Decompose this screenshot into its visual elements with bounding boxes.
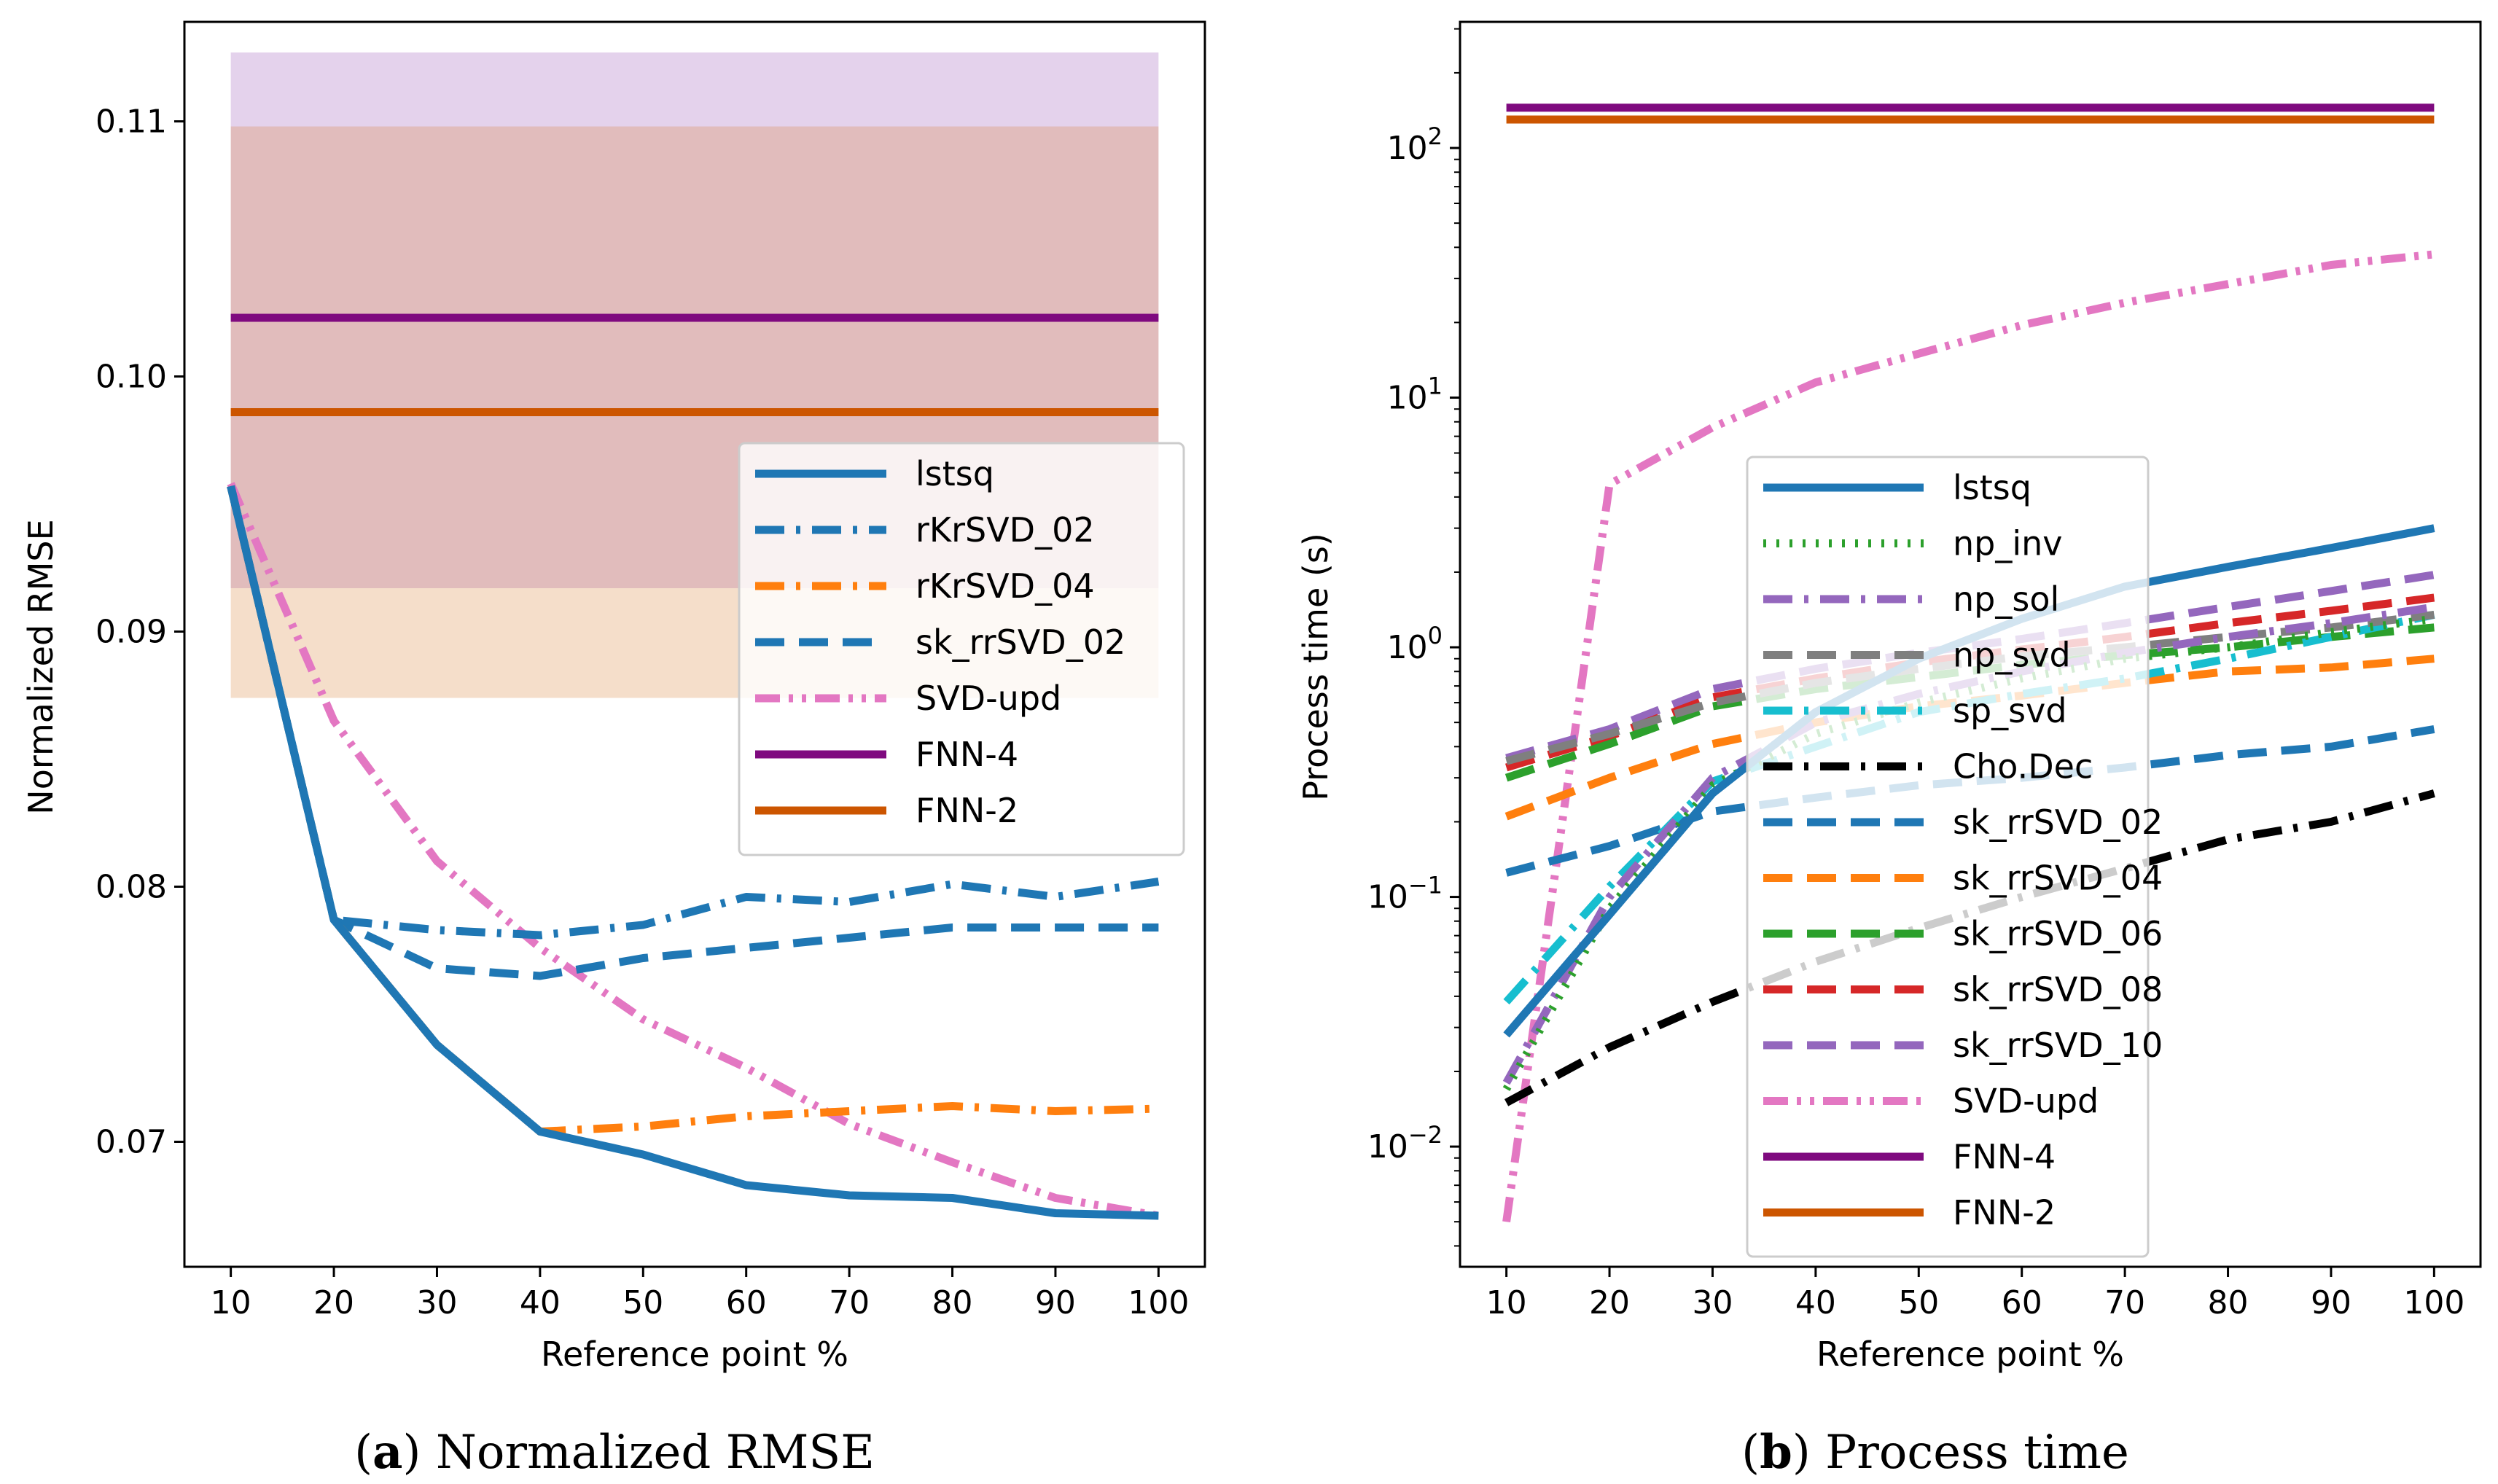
- legend-label: rKrSVD_04: [916, 566, 1095, 606]
- series-line-svd-upd: [227, 482, 1160, 1220]
- process-time-panel: Process time (s) Reference point % (b) P…: [1296, 20, 2482, 1480]
- legend-label: lstsq: [916, 454, 994, 493]
- legend-label: SVD-upd: [916, 679, 1061, 718]
- rmse-x-axis-label: Reference point %: [541, 1335, 848, 1374]
- legend-label: Cho.Dec: [1953, 747, 2093, 786]
- x-tick-label: 20: [313, 1284, 354, 1321]
- x-tick-label: 80: [2208, 1284, 2249, 1321]
- x-tick-label: 80: [932, 1284, 973, 1321]
- plot-frame: [1459, 20, 2482, 1268]
- legend-label: sk_rrSVD_06: [1953, 914, 2163, 953]
- legend-label: sp_svd: [1953, 691, 2067, 730]
- legend-box: [1746, 456, 2150, 1258]
- legend-label: FNN-4: [1953, 1137, 2056, 1176]
- x-tick-label: 90: [2311, 1284, 2351, 1321]
- x-tick-label: 10: [1486, 1284, 1527, 1321]
- y-tick-label: 0.11: [95, 104, 167, 141]
- series-line-cho-dec: [1504, 789, 2435, 1106]
- x-tick-label: 20: [1589, 1284, 1630, 1321]
- x-tick-label: 70: [2104, 1284, 2145, 1321]
- legend-label: sk_rrSVD_02: [916, 622, 1125, 662]
- series-line-sk-rrsvd-06: [1504, 623, 2435, 782]
- legend-label: np_svd: [1953, 636, 2071, 675]
- time-y-axis-label: Process time (s): [1296, 533, 1335, 801]
- x-tick-label: 40: [520, 1284, 561, 1321]
- series-line-sk-rrsvd-08: [1505, 593, 2435, 772]
- legend-label: SVD-upd: [1953, 1082, 2099, 1121]
- series-line-sk-rrsvd-02: [227, 485, 1159, 980]
- x-tick-label: 10: [211, 1284, 251, 1321]
- y-tick-label: 0.08: [95, 869, 167, 906]
- time-caption: (b) Process time: [1741, 1425, 2129, 1480]
- series-line-sk-rrsvd-04: [1504, 655, 2435, 821]
- y-tick-label: 0.09: [95, 614, 167, 651]
- x-tick-label: 30: [416, 1284, 457, 1321]
- legend-label: sk_rrSVD_04: [1953, 859, 2163, 898]
- rmse-y-axis-label: Normalized RMSE: [21, 519, 61, 814]
- y-tick-label: 0.10: [95, 359, 167, 396]
- legend-label: lstsq: [1953, 468, 2031, 507]
- x-tick-label: 50: [622, 1284, 663, 1321]
- y-tick-label: 101: [1387, 372, 1443, 417]
- y-tick-label: 0.07: [95, 1124, 167, 1161]
- x-tick-label: 100: [1128, 1284, 1189, 1321]
- y-tick-label: 10−2: [1367, 1121, 1443, 1165]
- y-tick-label: 102: [1387, 122, 1443, 167]
- time-x-axis-label: Reference point %: [1816, 1335, 2124, 1374]
- legend-label: FNN-4: [916, 735, 1018, 774]
- legend-label: FNN-2: [916, 791, 1018, 830]
- series-line-sk-rrsvd-10: [1505, 571, 2435, 762]
- x-tick-label: 100: [2403, 1284, 2464, 1321]
- legend-label: np_sol: [1953, 579, 2059, 619]
- rmse-caption: (a) Normalized RMSE: [354, 1425, 875, 1480]
- legend-label: sk_rrSVD_10: [1953, 1026, 2163, 1065]
- plot-frame: [183, 20, 1206, 1268]
- x-tick-label: 60: [2002, 1284, 2042, 1321]
- legend-label: rKrSVD_02: [916, 510, 1095, 550]
- x-tick-label: 40: [1795, 1284, 1836, 1321]
- series-line-lstsq: [227, 485, 1159, 1220]
- x-tick-label: 50: [1898, 1284, 1939, 1321]
- legend-label: np_inv: [1953, 524, 2063, 563]
- x-tick-label: 30: [1692, 1284, 1733, 1321]
- series-line-svd-upd: [1502, 250, 2435, 1222]
- y-tick-label: 10−1: [1367, 872, 1443, 916]
- x-tick-label: 90: [1035, 1284, 1076, 1321]
- y-tick-label: 100: [1387, 622, 1443, 666]
- legend-label: FNN-2: [1953, 1193, 2056, 1233]
- legend-label: sk_rrSVD_02: [1953, 802, 2163, 842]
- legend-label: sk_rrSVD_08: [1953, 970, 2163, 1009]
- rmse-panel: Normalized RMSE Reference point % (a) No…: [21, 20, 1206, 1480]
- series-line-rkrsvd-02: [227, 485, 1160, 940]
- x-tick-label: 70: [829, 1284, 870, 1321]
- x-tick-label: 60: [726, 1284, 767, 1321]
